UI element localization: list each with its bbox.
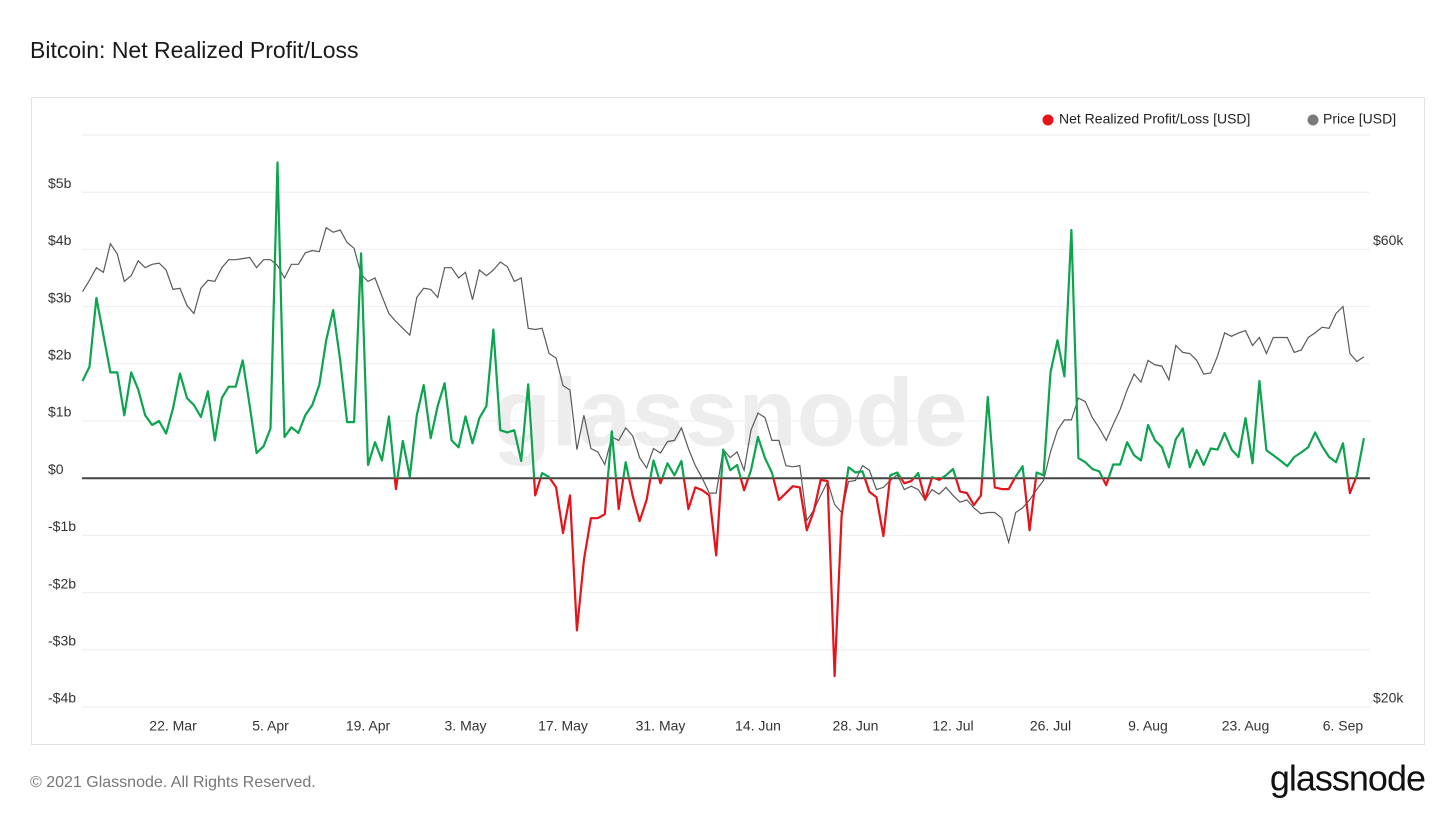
x-tick-label: 6. Sep	[1323, 718, 1364, 734]
legend-marker	[1042, 114, 1054, 126]
chart-frame	[31, 97, 1425, 745]
x-tick-label: 28. Jun	[833, 718, 879, 734]
y2-tick-label: $60k	[1373, 232, 1404, 248]
legend-marker	[1307, 114, 1319, 126]
x-tick-label: 23. Aug	[1222, 718, 1270, 734]
x-tick-label: 26. Jul	[1030, 718, 1071, 734]
y-tick-label: -$4b	[48, 690, 76, 706]
x-tick-label: 31. May	[636, 718, 686, 734]
y-tick-label: $1b	[48, 404, 72, 420]
profit-line	[81, 161, 1365, 479]
x-tick-label: 19. Apr	[346, 718, 391, 734]
footer: © 2021 Glassnode. All Rights Reserved.	[30, 774, 316, 791]
y2-tick-label: $20k	[1373, 690, 1404, 706]
y-tick-label: $2b	[48, 347, 72, 363]
legend-label: Net Realized Profit/Loss [USD]	[1059, 111, 1250, 127]
y-tick-label: -$2b	[48, 575, 76, 591]
x-tick-label: 22. Mar	[149, 718, 197, 734]
y-tick-label: $3b	[48, 289, 72, 305]
x-tick-label: 9. Aug	[1128, 718, 1168, 734]
y-tick-label: $0	[48, 461, 64, 477]
x-tick-label: 17. May	[538, 718, 588, 734]
x-tick-label: 14. Jun	[735, 718, 781, 734]
legend-label: Price [USD]	[1323, 111, 1396, 127]
watermark: glassnode	[493, 359, 968, 466]
x-tick-label: 12. Jul	[932, 718, 973, 734]
y-tick-label: $4b	[48, 232, 72, 248]
y-tick-label: -$3b	[48, 633, 76, 649]
chart-title: Bitcoin: Net Realized Profit/Loss	[30, 37, 359, 63]
x-tick-label: 3. May	[445, 718, 487, 734]
logo: glassnode	[1270, 758, 1425, 799]
y-tick-label: $5b	[48, 175, 72, 191]
x-tick-label: 5. Apr	[252, 718, 289, 734]
y-tick-label: -$1b	[48, 518, 76, 534]
